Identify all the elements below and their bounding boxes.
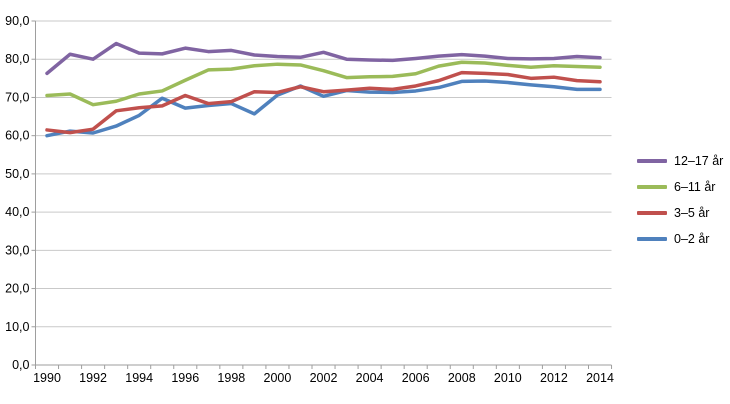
legend-swatch-6-11-ar — [637, 185, 667, 189]
x-tick-label: 2010 — [494, 371, 522, 385]
legend-swatch-12-17-ar — [637, 159, 667, 163]
series-line-12-17-r — [45, 41, 602, 76]
x-tick-label: 1990 — [33, 371, 61, 385]
y-tick-label: 40,0 — [5, 205, 29, 219]
series-line-6-11-r — [45, 60, 602, 107]
x-tick-label: 2000 — [264, 371, 292, 385]
x-tick-label: 1992 — [79, 371, 107, 385]
legend-item-6-11-ar[interactable]: 6–11 år — [637, 178, 723, 196]
legend-label-6-11-ar: 6–11 år — [674, 180, 716, 194]
legend-label-12-17-ar: 12–17 år — [674, 154, 724, 168]
chart-legend: 12–17 år 6–11 år 3–5 år 0–2 år — [637, 152, 723, 256]
series-line-0-2-r — [45, 79, 602, 138]
x-tick-label: 2012 — [540, 371, 568, 385]
y-tick-label: 70,0 — [5, 90, 29, 104]
y-tick-label: 50,0 — [5, 167, 29, 181]
x-tick-label: 2004 — [356, 371, 384, 385]
x-tick-label: 2008 — [448, 371, 476, 385]
y-tick-label: 0,0 — [12, 358, 29, 372]
x-tick-label: 1994 — [125, 371, 153, 385]
y-tick-label: 20,0 — [5, 282, 29, 296]
legend-label-3-5-ar: 3–5 år — [674, 206, 710, 220]
legend-item-0-2-ar[interactable]: 0–2 år — [637, 230, 723, 248]
y-tick-label: 10,0 — [5, 320, 29, 334]
x-tick-label: 1998 — [217, 371, 245, 385]
x-tick-label: 2014 — [586, 371, 614, 385]
y-tick-label: 60,0 — [5, 129, 29, 143]
legend-item-12-17-ar[interactable]: 12–17 år — [637, 152, 723, 170]
legend-label-0-2-ar: 0–2 år — [674, 232, 710, 246]
y-tick-label: 30,0 — [5, 243, 29, 257]
y-tick-label: 90,0 — [5, 14, 29, 28]
legend-item-3-5-ar[interactable]: 3–5 år — [637, 204, 723, 222]
legend-swatch-3-5-ar — [637, 211, 667, 215]
series-line-3-5-r — [45, 70, 602, 135]
x-tick-label: 2002 — [310, 371, 338, 385]
x-tick-label: 2006 — [402, 371, 430, 385]
legend-swatch-0-2-ar — [637, 237, 667, 241]
x-tick-label: 1996 — [171, 371, 199, 385]
y-tick-label: 80,0 — [5, 52, 29, 66]
